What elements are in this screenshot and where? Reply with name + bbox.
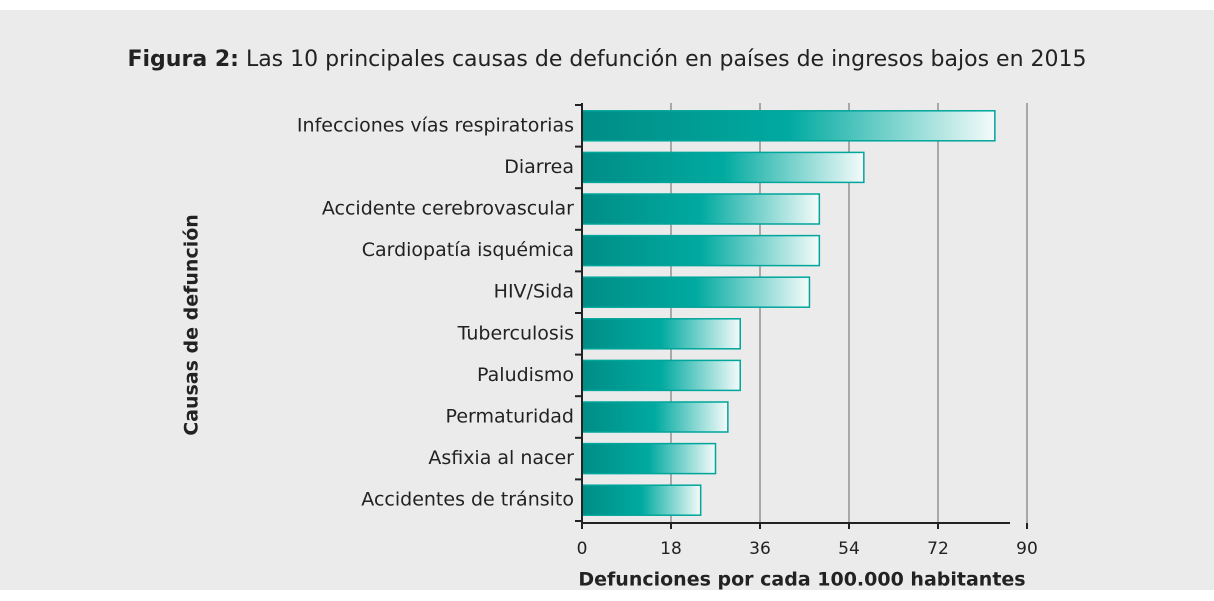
y-tick-label: HIV/Sida	[494, 281, 574, 303]
bar	[581, 318, 741, 350]
bar	[581, 401, 729, 433]
y-tick-label: Accidentes de tránsito	[361, 489, 574, 511]
title-text: Las 10 principales causas de defunción e…	[246, 47, 1087, 72]
y-tick-label: Asfixia al nacer	[428, 447, 574, 469]
x-tick-label: 72	[927, 539, 949, 559]
chart-title: Figura 2: Las 10 principales causas de d…	[127, 47, 1086, 72]
x-tick-label: 54	[838, 539, 860, 559]
y-tick-label: Cardiopatía isquémica	[362, 239, 574, 261]
bar	[581, 151, 865, 184]
x-tick-label: 0	[577, 539, 588, 559]
bar	[581, 110, 996, 142]
title-label: Figura 2:	[127, 47, 238, 72]
bar	[581, 234, 821, 267]
y-tick-label: Tuberculosis	[457, 322, 574, 344]
y-axis-label: Causas de defunción	[181, 214, 203, 436]
x-tick-label: 90	[1016, 539, 1038, 559]
x-tick-label: 18	[660, 539, 682, 559]
bar	[581, 442, 717, 475]
bar	[581, 359, 741, 392]
y-tick-label: Accidente cerebrovascular	[322, 198, 574, 220]
y-tick-label: Permaturidad	[446, 406, 574, 428]
y-tick-label: Diarrea	[504, 156, 574, 178]
x-tick-label: 36	[749, 539, 771, 559]
x-axis-label: Defunciones por cada 100.000 habitantes	[578, 569, 1025, 591]
y-tick-label: Paludismo	[477, 364, 574, 386]
bar	[581, 484, 702, 516]
bar	[581, 276, 811, 308]
bar	[581, 193, 821, 225]
y-tick-label: Infecciones vías respiratorias	[297, 114, 574, 136]
